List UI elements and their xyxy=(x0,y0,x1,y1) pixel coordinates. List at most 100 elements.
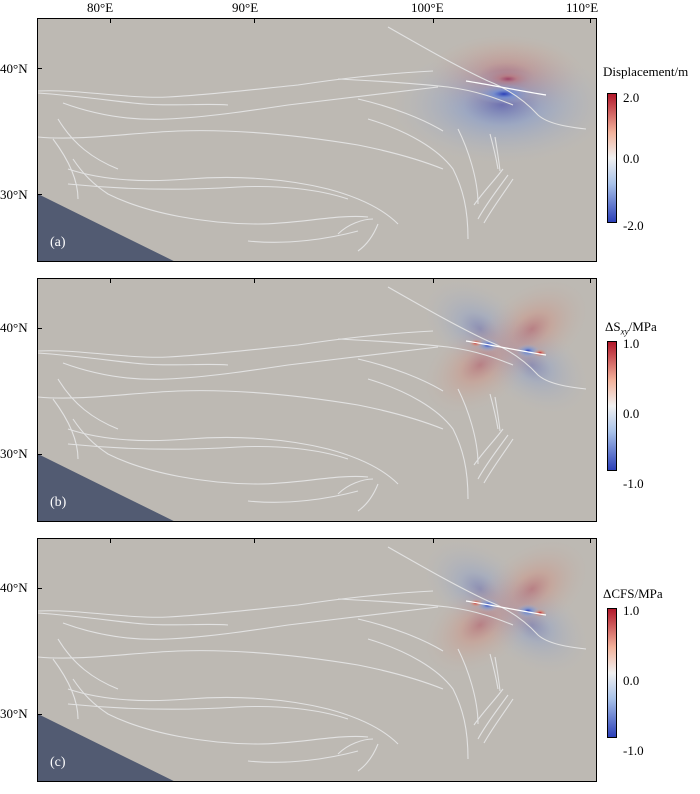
y-tick-30n-b: 30°N xyxy=(0,446,28,461)
fault-line xyxy=(38,130,444,170)
y-tick-mark xyxy=(37,328,42,329)
colorbar-max-c: 1.0 xyxy=(623,603,640,618)
fault-line xyxy=(337,218,374,235)
panel-a: (a) xyxy=(37,18,597,262)
rupture-line xyxy=(465,600,547,616)
fault-line xyxy=(357,483,379,512)
fault-line xyxy=(52,398,79,460)
fault-line xyxy=(38,390,444,430)
fault-line xyxy=(337,738,374,755)
fault-line xyxy=(38,352,229,366)
fault-line xyxy=(38,612,229,626)
fault-line xyxy=(52,658,79,720)
x-tick-mark xyxy=(110,538,111,543)
x-tick-mark xyxy=(110,278,111,283)
fault-line xyxy=(357,618,444,652)
x-tick-mark xyxy=(590,538,591,543)
fault-line xyxy=(67,168,399,225)
fault-lines xyxy=(38,546,587,772)
y-tick-mark xyxy=(37,454,42,455)
x-tick-100e: 100°E xyxy=(411,0,444,15)
x-tick-110e: 110°E xyxy=(566,0,599,15)
y-tick-30n-a: 30°N xyxy=(0,187,28,202)
fault-line xyxy=(387,286,587,390)
fault-line xyxy=(57,638,119,690)
y-tick-40n-c: 40°N xyxy=(0,580,28,595)
stress-lobe xyxy=(476,280,588,378)
map-c xyxy=(38,539,596,781)
colorbar-min-b: -1.0 xyxy=(623,476,644,491)
colorbar-mid-b: 0.0 xyxy=(623,406,640,421)
fault-line xyxy=(367,378,469,500)
panel-label-c: (c) xyxy=(50,755,66,770)
panel-label-b: (b) xyxy=(50,495,67,510)
fault-line xyxy=(457,648,479,725)
panel-label-a: (a) xyxy=(50,235,66,250)
y-tick-mark xyxy=(37,194,42,195)
fault-line xyxy=(67,183,349,200)
fault-line xyxy=(357,98,444,132)
y-tick-30n-c: 30°N xyxy=(0,706,28,721)
fault-line xyxy=(457,388,479,465)
fault-line xyxy=(473,428,514,484)
fault-line xyxy=(38,590,434,618)
fault-line xyxy=(38,330,434,358)
x-tick-mark xyxy=(433,278,434,283)
colorbar-gradient-a xyxy=(607,93,617,223)
fault-line xyxy=(337,78,514,106)
x-tick-mark xyxy=(433,538,434,543)
fault-line xyxy=(337,478,374,495)
fault-line xyxy=(357,358,444,392)
fault-line xyxy=(247,750,359,763)
colorbar-title-a: Displacement/m xyxy=(603,64,689,79)
y-tick-mark xyxy=(37,68,42,69)
fault-line xyxy=(38,92,229,106)
colorbar-gradient-b xyxy=(607,341,617,471)
x-tick-mark xyxy=(590,18,591,23)
y-tick-40n-b: 40°N xyxy=(0,320,28,335)
colorbar-max-b: 1.0 xyxy=(623,336,640,351)
fault-line xyxy=(62,346,439,380)
fault-line xyxy=(387,26,587,130)
x-tick-mark xyxy=(110,18,111,23)
fault-line xyxy=(67,703,349,720)
fault-line xyxy=(72,158,369,225)
negative-core xyxy=(474,84,534,104)
fault-line xyxy=(457,128,479,205)
fault-line xyxy=(62,606,439,640)
fault-line xyxy=(367,118,469,240)
colorbar-mid-c: 0.0 xyxy=(623,673,640,688)
x-tick-90e: 90°E xyxy=(232,0,259,15)
fault-line xyxy=(38,70,434,98)
x-tick-mark xyxy=(433,18,434,23)
map-a xyxy=(38,19,596,261)
y-tick-40n-a: 40°N xyxy=(0,61,28,76)
colorbar-title-c: ΔCFS/MPa xyxy=(603,586,663,601)
y-tick-mark xyxy=(37,588,42,589)
x-tick-80e: 80°E xyxy=(87,0,114,15)
colorbar-gradient-c xyxy=(607,608,617,738)
fault-lines xyxy=(38,286,587,512)
panel-c: (c) xyxy=(37,538,597,782)
fault-line xyxy=(489,393,501,432)
rupture-line xyxy=(465,80,547,96)
colorbar-title-b: ΔSxy/MPa xyxy=(605,319,657,337)
x-tick-mark xyxy=(254,18,255,23)
fault-line xyxy=(387,546,587,650)
y-tick-mark xyxy=(37,714,42,715)
fault-line xyxy=(38,650,444,690)
fault-line xyxy=(67,443,349,460)
fault-line xyxy=(67,688,399,745)
colorbar-min-a: -2.0 xyxy=(623,218,644,233)
fault-line xyxy=(473,168,514,224)
x-tick-mark xyxy=(590,278,591,283)
colorbar-mid-a: 0.0 xyxy=(623,151,640,166)
fault-line xyxy=(247,230,359,243)
fault-line xyxy=(57,118,119,170)
fault-line xyxy=(357,223,379,252)
stress-lobe xyxy=(476,540,588,638)
fault-line xyxy=(67,428,399,485)
fault-line xyxy=(357,743,379,772)
colorbar-max-a: 2.0 xyxy=(623,90,640,105)
negative-lobe xyxy=(392,47,596,163)
